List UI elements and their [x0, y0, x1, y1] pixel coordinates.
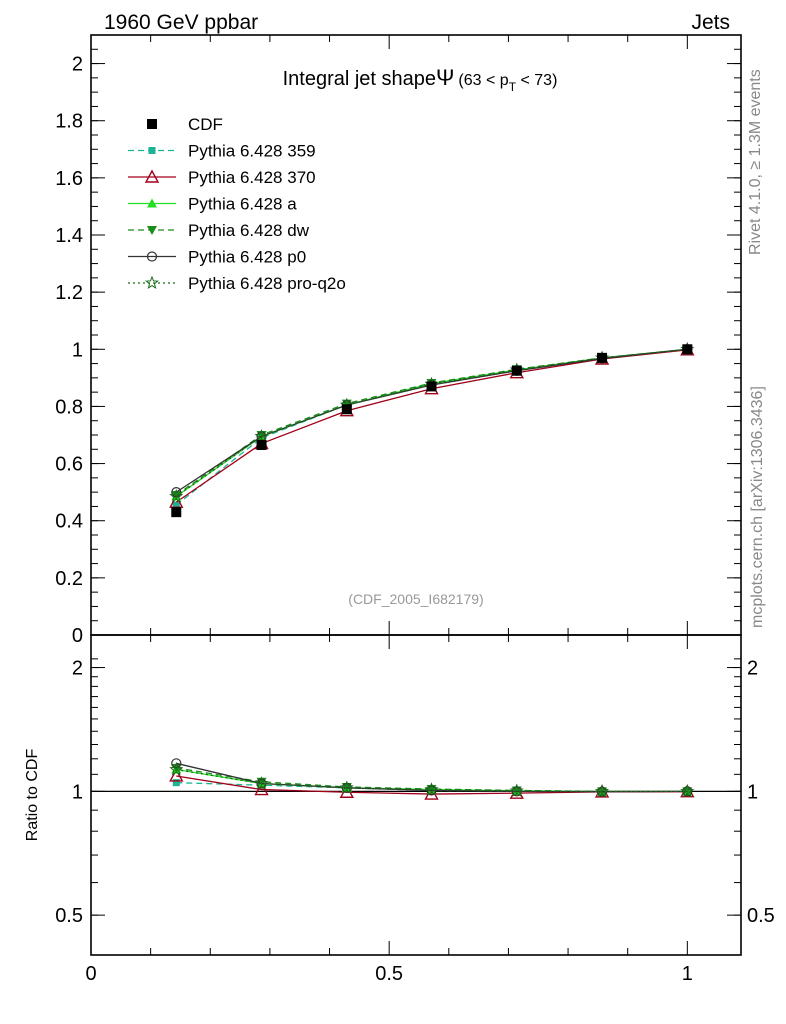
ratio-point-pythia-6-428-pro-q2o: [424, 782, 439, 796]
legend-label: Pythia 6.428 370: [188, 168, 316, 187]
data-point-cdf: [682, 344, 693, 355]
data-point-pythia-6-428-359: [172, 501, 180, 509]
data-point-pythia-6-428-dw: [341, 399, 352, 409]
ratio-y-tick-label-right: 1: [747, 781, 758, 803]
legend-item-cdf: CDF: [147, 115, 223, 134]
legend-marker: [144, 169, 160, 183]
header-right-title: Jets: [691, 11, 730, 34]
series-line-pythia-6-428-dw: [175, 348, 688, 496]
ratio-point-pythia-6-428-pro-q2o: [509, 783, 524, 797]
legend: CDF Pythia 6.428 359 Pythia 6.428 370 Pythi…: [128, 115, 346, 293]
mcplots-label: mcplots.cern.ch [arXiv:1306.3436]: [749, 386, 766, 628]
data-point-cdf: [426, 381, 437, 392]
legend-marker: [144, 275, 160, 289]
x-tick-label: 0: [85, 963, 96, 985]
main-y-tick-label: 1.8: [55, 111, 83, 133]
data-point-pythia-6-428-dw: [171, 491, 182, 500]
data-point-cdf: [597, 352, 608, 363]
legend-item-pythia-6-428-a: Pythia 6.428 a: [128, 195, 297, 214]
ratio-y-axis-label: Ratio to CDF: [24, 749, 41, 842]
legend-item-pythia-6-428-359: Pythia 6.428 359: [128, 142, 316, 161]
main-y-tick-label: 2: [72, 54, 83, 76]
ratio-point-pythia-6-428-pro-q2o: [595, 783, 610, 798]
data-point-cdf: [171, 507, 182, 518]
series-line-pythia-6-428-370: [175, 349, 688, 503]
legend-item-pythia-6-428-pro-q2o: Pythia 6.428 pro-q2o: [128, 274, 346, 293]
plot-title-range-prefix: (63 < p: [458, 72, 508, 89]
main-y-tick-label: 0.6: [55, 454, 83, 476]
ratio-y-tick-label: 2: [72, 658, 83, 680]
main-y-tick-label: 0.2: [55, 568, 83, 590]
legend-item-pythia-6-428-dw: Pythia 6.428 dw: [128, 221, 310, 240]
main-plot-panel: 0 0.2 0.4 0.6 0.8 1 1.2 1.4 1.6 1.8 2: [55, 34, 742, 647]
main-y-tick-label: 0.8: [55, 396, 83, 418]
main-y-tick-label: 0.4: [55, 511, 83, 533]
data-point-cdf: [341, 404, 352, 415]
legend-label: Pythia 6.428 dw: [188, 221, 310, 240]
ratio-point-pythia-6-428-359: [172, 779, 180, 787]
rivet-version-label: Rivet 4.1.0, ≥ 1.3M events: [747, 69, 764, 255]
series-line-pythia-6-428-a: [175, 348, 688, 497]
data-point-pythia-6-428-p0: [171, 487, 182, 498]
main-y-tick-label: 1: [72, 339, 83, 361]
plot-title-range-sub: T: [509, 80, 517, 94]
main-y-tick-label: 1.6: [55, 168, 83, 190]
data-point-pythia-6-428-dw: [256, 431, 267, 440]
series-line-pythia-6-428-pro-q2o: [175, 348, 688, 497]
ratio-point-pythia-6-428-pro-q2o: [339, 780, 354, 794]
legend-label: Pythia 6.428 pro-q2o: [188, 274, 346, 293]
ratio-line-pythia-6-428-pro-q2o: [176, 768, 688, 793]
main-y-tick-label: 0: [72, 625, 83, 647]
plot-title: Integral jet shapeΨ (63 < pT < 73): [283, 65, 558, 94]
main-y-tick-label: 1.2: [55, 282, 83, 304]
data-point-pythia-6-428-pro-q2o: [169, 489, 184, 503]
legend-label: Pythia 6.428 p0: [188, 248, 306, 267]
analysis-watermark: (CDF_2005_I682179): [348, 591, 483, 607]
plot-title-symbol: Ψ: [436, 65, 454, 90]
ratio-point-pythia-6-428-pro-q2o: [254, 776, 269, 790]
legend-item-pythia-6-428-370: Pythia 6.428 370: [128, 168, 316, 187]
legend-marker: [148, 147, 156, 154]
ratio-point-pythia-6-428-370: [254, 782, 269, 796]
legend-marker: [147, 198, 157, 208]
ratio-y-tick-label: 1: [72, 781, 83, 803]
plot-title-range-suffix: < 73): [516, 72, 557, 89]
ratio-y-tick-label-right: 2: [747, 658, 758, 680]
ratio-plot-panel: 0 0.5 1 0.5 0.5 1 1 2 2: [55, 634, 775, 985]
ratio-point-pythia-6-428-p0: [682, 786, 693, 797]
header-left-title: 1960 GeV ppbar: [104, 11, 258, 34]
legend-marker: [147, 226, 157, 235]
x-tick-label: 1: [682, 963, 693, 985]
main-y-tick-label: 1.4: [55, 225, 83, 247]
ratio-y-tick-label: 0.5: [55, 905, 83, 927]
legend-label: Pythia 6.428 359: [188, 142, 316, 161]
series-line-pythia-6-428-359: [175, 348, 688, 506]
legend-marker: [146, 251, 158, 262]
plot-title-main: Integral jet shape: [283, 68, 436, 90]
ratio-point-pythia-6-428-p0: [426, 785, 437, 796]
ratio-y-tick-label-right: 0.5: [747, 905, 775, 927]
ratio-point-pythia-6-428-dw: [171, 763, 182, 773]
data-point-cdf: [256, 440, 267, 450]
ratio-point-pythia-6-428-p0: [171, 758, 182, 769]
data-point-pythia-6-428-pro-q2o: [254, 429, 269, 443]
ratio-plot-frame: [90, 634, 742, 956]
data-point-cdf: [511, 365, 522, 376]
legend-label: CDF: [188, 115, 223, 134]
x-tick-label: 0.5: [375, 963, 403, 985]
ratio-point-pythia-6-428-370: [169, 768, 184, 782]
legend-label: Pythia 6.428 a: [188, 195, 297, 214]
series-line-pythia-6-428-p0: [175, 348, 688, 493]
ratio-point-pythia-6-428-pro-q2o: [680, 783, 695, 798]
ratio-point-pythia-6-428-pro-q2o: [169, 762, 184, 776]
legend-marker: [147, 119, 157, 129]
legend-item-pythia-6-428-p0: Pythia 6.428 p0: [128, 248, 306, 267]
